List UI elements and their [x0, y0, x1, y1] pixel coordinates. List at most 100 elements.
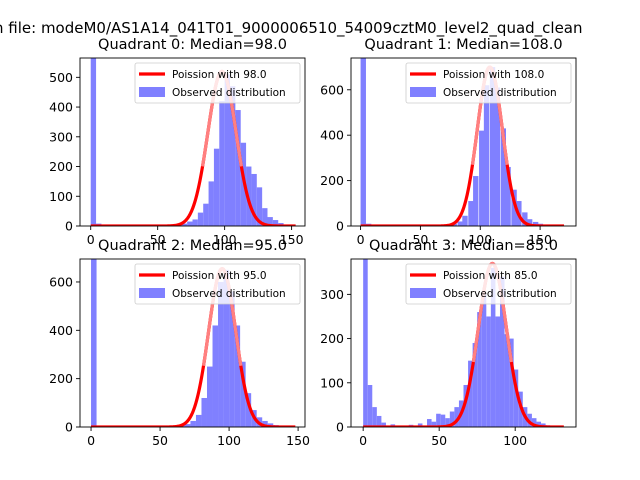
quadrant-3-hist-bar-24	[499, 276, 505, 427]
quadrant-1-hist-bar-12	[489, 67, 496, 226]
quadrant-3-hist-bar-11	[440, 414, 446, 427]
quadrant-1-legend-box	[405, 62, 572, 104]
quadrant-3-hist-bar-18	[472, 343, 478, 427]
quadrant-1-hist-bar-14	[500, 128, 506, 226]
quadrant-3-plot-area	[362, 259, 565, 427]
quadrant-2-hist-bar-14	[229, 291, 235, 427]
quadrant-0-hist-bar-17	[235, 110, 241, 226]
quadrant-1-ytick-label-3: 600	[320, 82, 344, 97]
quadrant-3-hist-bar-32	[536, 421, 542, 427]
quadrant-3-ytick-label-2: 200	[320, 331, 344, 346]
quadrant-2-hist-bar-12	[218, 281, 224, 427]
quadrant-0-hist-bar-22	[262, 208, 268, 226]
quadrant-3-ytick-label-0: 0	[336, 420, 344, 435]
quadrant-3-poisson-curve-highlight	[471, 261, 513, 363]
quadrant-0-panel: 0 50 100 150 0 100 200 300 400 500 Poission with 9…	[49, 37, 306, 247]
quadrant-1-ytick-label-1: 200	[320, 173, 344, 188]
quadrant-2-xtick-label-2: 100	[217, 433, 241, 448]
quadrant-2-legend: Poission with 95.0 Observed distribution	[134, 263, 301, 305]
figure-suptitle: n file: modeM0/AS1A14_041T01_9000006510_…	[0, 19, 583, 38]
quadrant-3-axes-frame	[350, 258, 577, 428]
quadrant-3-hist-bar-8	[427, 419, 432, 427]
quadrant-0-hist-bar-24	[272, 220, 279, 226]
quadrant-2-hist-bar-16	[240, 361, 246, 427]
quadrant-0-title: Quadrant 0: Median=98.0	[98, 37, 287, 53]
quadrant-2-hist-bar-20	[262, 420, 268, 427]
quadrant-0-legend: Poission with 98.0 Observed distribution	[134, 62, 301, 104]
quadrant-1-hist-bar-0	[360, 58, 366, 226]
quadrant-2-hist-bar-9	[201, 397, 207, 427]
quadrant-0-hist-bar-13	[213, 148, 220, 226]
quadrant-3-hist-bar-19	[477, 312, 482, 427]
quadrant-2-hist-bar-13	[223, 269, 230, 427]
quadrant-2-legend-curve-label: Poission with 95.0	[172, 270, 267, 282]
quadrant-3-hist-bar-23	[495, 316, 500, 427]
quadrant-3-hist-bar-2	[372, 407, 377, 427]
quadrant-0-plot-area	[89, 58, 297, 226]
quadrant-2-ytick-label-1: 200	[49, 371, 73, 386]
quadrant-3-hist-bar-25	[504, 334, 510, 427]
quadrant-3-hist-bar-13	[449, 411, 455, 427]
quadrant-0-hist-bar-8	[187, 221, 193, 226]
quadrant-1-panel: 0 50 100 150 0 200 400 600 Poission with 108.0 Ob…	[320, 37, 577, 247]
quadrant-2-axes-frame	[79, 258, 306, 428]
quadrant-2-hist-bar-0	[91, 259, 97, 427]
quadrant-2-legend-hist-label: Observed distribution	[172, 288, 286, 300]
quadrant-3-hist-bar-1	[367, 385, 373, 427]
quadrant-3-hist-bar-10	[436, 413, 441, 427]
quadrant-0-legend-curve-label: Poission with 98.0	[172, 69, 267, 81]
quadrant-1-ytick-label-0: 0	[336, 219, 344, 234]
quadrant-3-legend-curve-label: Poission with 85.0	[443, 270, 538, 282]
quadrant-2-hist-bar-11	[212, 325, 219, 427]
quadrant-0-ytick-label-3: 300	[49, 129, 73, 144]
quadrant-3-hist-bar-22	[490, 267, 496, 427]
quadrant-0-legend-box	[134, 62, 301, 104]
quadrant-3-poisson-curve	[362, 261, 565, 427]
quadrant-3-legend-hist-swatch	[410, 288, 436, 298]
quadrant-0-xtick-label-3: 150	[280, 232, 304, 247]
quadrant-0-legend-hist-label: Observed distribution	[172, 87, 286, 99]
quadrant-0-xtick-label-1: 50	[150, 232, 166, 247]
quadrant-2-title: Quadrant 2: Median=95.0	[98, 238, 287, 254]
quadrant-1-hist-bar-11	[483, 85, 490, 226]
quadrant-1-xtick-label-1: 50	[412, 232, 428, 247]
quadrant-3-legend: Poission with 85.0 Observed distribution	[405, 263, 572, 305]
quadrant-2-xtick-label-0: 0	[87, 433, 95, 448]
quadrant-2-ytick-label-2: 400	[49, 323, 73, 338]
quadrant-3-xtick-label-0: 0	[359, 433, 367, 448]
quadrant-0-hist-bar-15	[224, 74, 230, 226]
quadrant-3-hist-bar-26	[509, 338, 514, 427]
quadrant-0-hist-bar-12	[208, 181, 214, 226]
quadrant-3-legend-hist-label: Observed distribution	[443, 288, 557, 300]
quadrant-2-hist-bar-6	[184, 424, 191, 427]
quadrant-2-xtick-label-1: 50	[152, 433, 168, 448]
quadrant-0-hist-bar-9	[192, 219, 198, 226]
quadrant-2-panel: 0 50 100 150 0 200 400 600 Poission with 95.0 Obs…	[49, 238, 310, 448]
quadrant-3-xtick-label-2: 100	[503, 433, 527, 448]
quadrant-2-hist-bar-17	[245, 393, 252, 427]
quadrant-1-legend: Poission with 108.0 Observed distribution	[405, 62, 572, 104]
quadrant-3-legend-box	[405, 263, 572, 305]
quadrant-0-hist-bar-21	[256, 187, 263, 226]
quadrant-1-hist-bar-20	[532, 221, 539, 226]
quadrant-0-xtick-label-0: 0	[87, 232, 95, 247]
quadrant-0-hist-bar-20	[251, 173, 257, 226]
quadrant-2-poisson-curve	[90, 267, 297, 427]
quadrant-3-hist-bar-16	[463, 385, 469, 427]
quadrant-1-hist-bar-10	[479, 130, 485, 226]
quadrant-0-ytick-label-5: 500	[49, 70, 73, 85]
quadrant-3-hist-bar-12	[445, 418, 450, 427]
quadrant-1-ytick-label-2: 400	[320, 128, 344, 143]
quadrant-1-title: Quadrant 1: Median=108.0	[364, 37, 562, 53]
quadrant-0-hist-bar-7	[181, 223, 188, 226]
quadrant-2-hist-bar-7	[190, 420, 196, 427]
quadrant-3-ytick-label-3: 300	[320, 287, 344, 302]
quadrant-2-hist-bar-10	[206, 366, 213, 427]
quadrant-3-hist-bar-14	[454, 407, 459, 427]
quadrant-3-hist-bar-0	[363, 259, 368, 427]
quadrant-0-ytick-label-4: 400	[49, 100, 73, 115]
quadrant-2-ytick-label-0: 0	[65, 420, 73, 435]
quadrant-1-hist-bar-15	[505, 166, 511, 226]
